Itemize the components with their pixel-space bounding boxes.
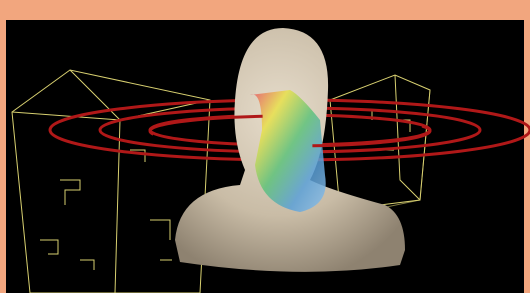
page: {} (() => { const	[0, 0, 530, 293]
render-view	[0, 0, 530, 293]
